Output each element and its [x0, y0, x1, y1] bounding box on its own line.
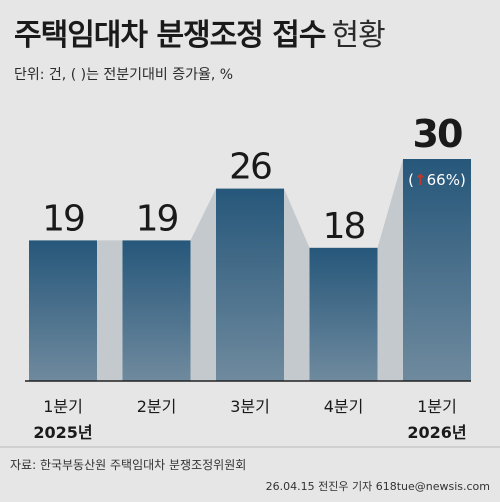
bar-2 [122, 240, 191, 381]
value-label-2: 19 [136, 198, 178, 239]
chart-title-main: 주택임대차 분쟁조정 접수 [14, 18, 326, 53]
growth-annotation: (↑66%) [408, 171, 466, 189]
source-note: 자료: 한국부동산원 주택임대차 분쟁조정위원회 [10, 458, 247, 472]
bar-5 [403, 159, 471, 381]
year-label-5: 2026년 [407, 423, 466, 442]
value-label-3: 26 [229, 147, 271, 188]
credit-note: 26.04.15 전진우 기자 618tue@newsis.com [265, 480, 490, 493]
x-tick-label-5: 1분기 [417, 397, 457, 416]
value-label-1: 19 [42, 198, 84, 239]
bar-connector [284, 188, 310, 381]
x-tick-label-3: 3분기 [230, 397, 270, 416]
bar-connector [97, 240, 123, 381]
bar-connector [377, 159, 403, 381]
x-tick-label-1: 1분기 [43, 397, 83, 416]
bar-1 [29, 240, 97, 381]
year-label-1: 2025년 [33, 423, 92, 442]
x-tick-label-2: 2분기 [137, 397, 177, 416]
x-tick-label-4: 4분기 [324, 397, 364, 416]
bar-connector [190, 188, 216, 381]
value-label-4: 18 [323, 206, 365, 247]
unit-note: 단위: 건, ( )는 전분기대비 증가율, % [14, 67, 234, 83]
bar-3 [216, 188, 284, 381]
chart-title: 주택임대차 분쟁조정 접수 현황 [14, 10, 386, 54]
bar-4 [309, 247, 378, 381]
chart-title-suffix: 현황 [331, 18, 386, 53]
value-label-5: 30 [413, 112, 462, 156]
